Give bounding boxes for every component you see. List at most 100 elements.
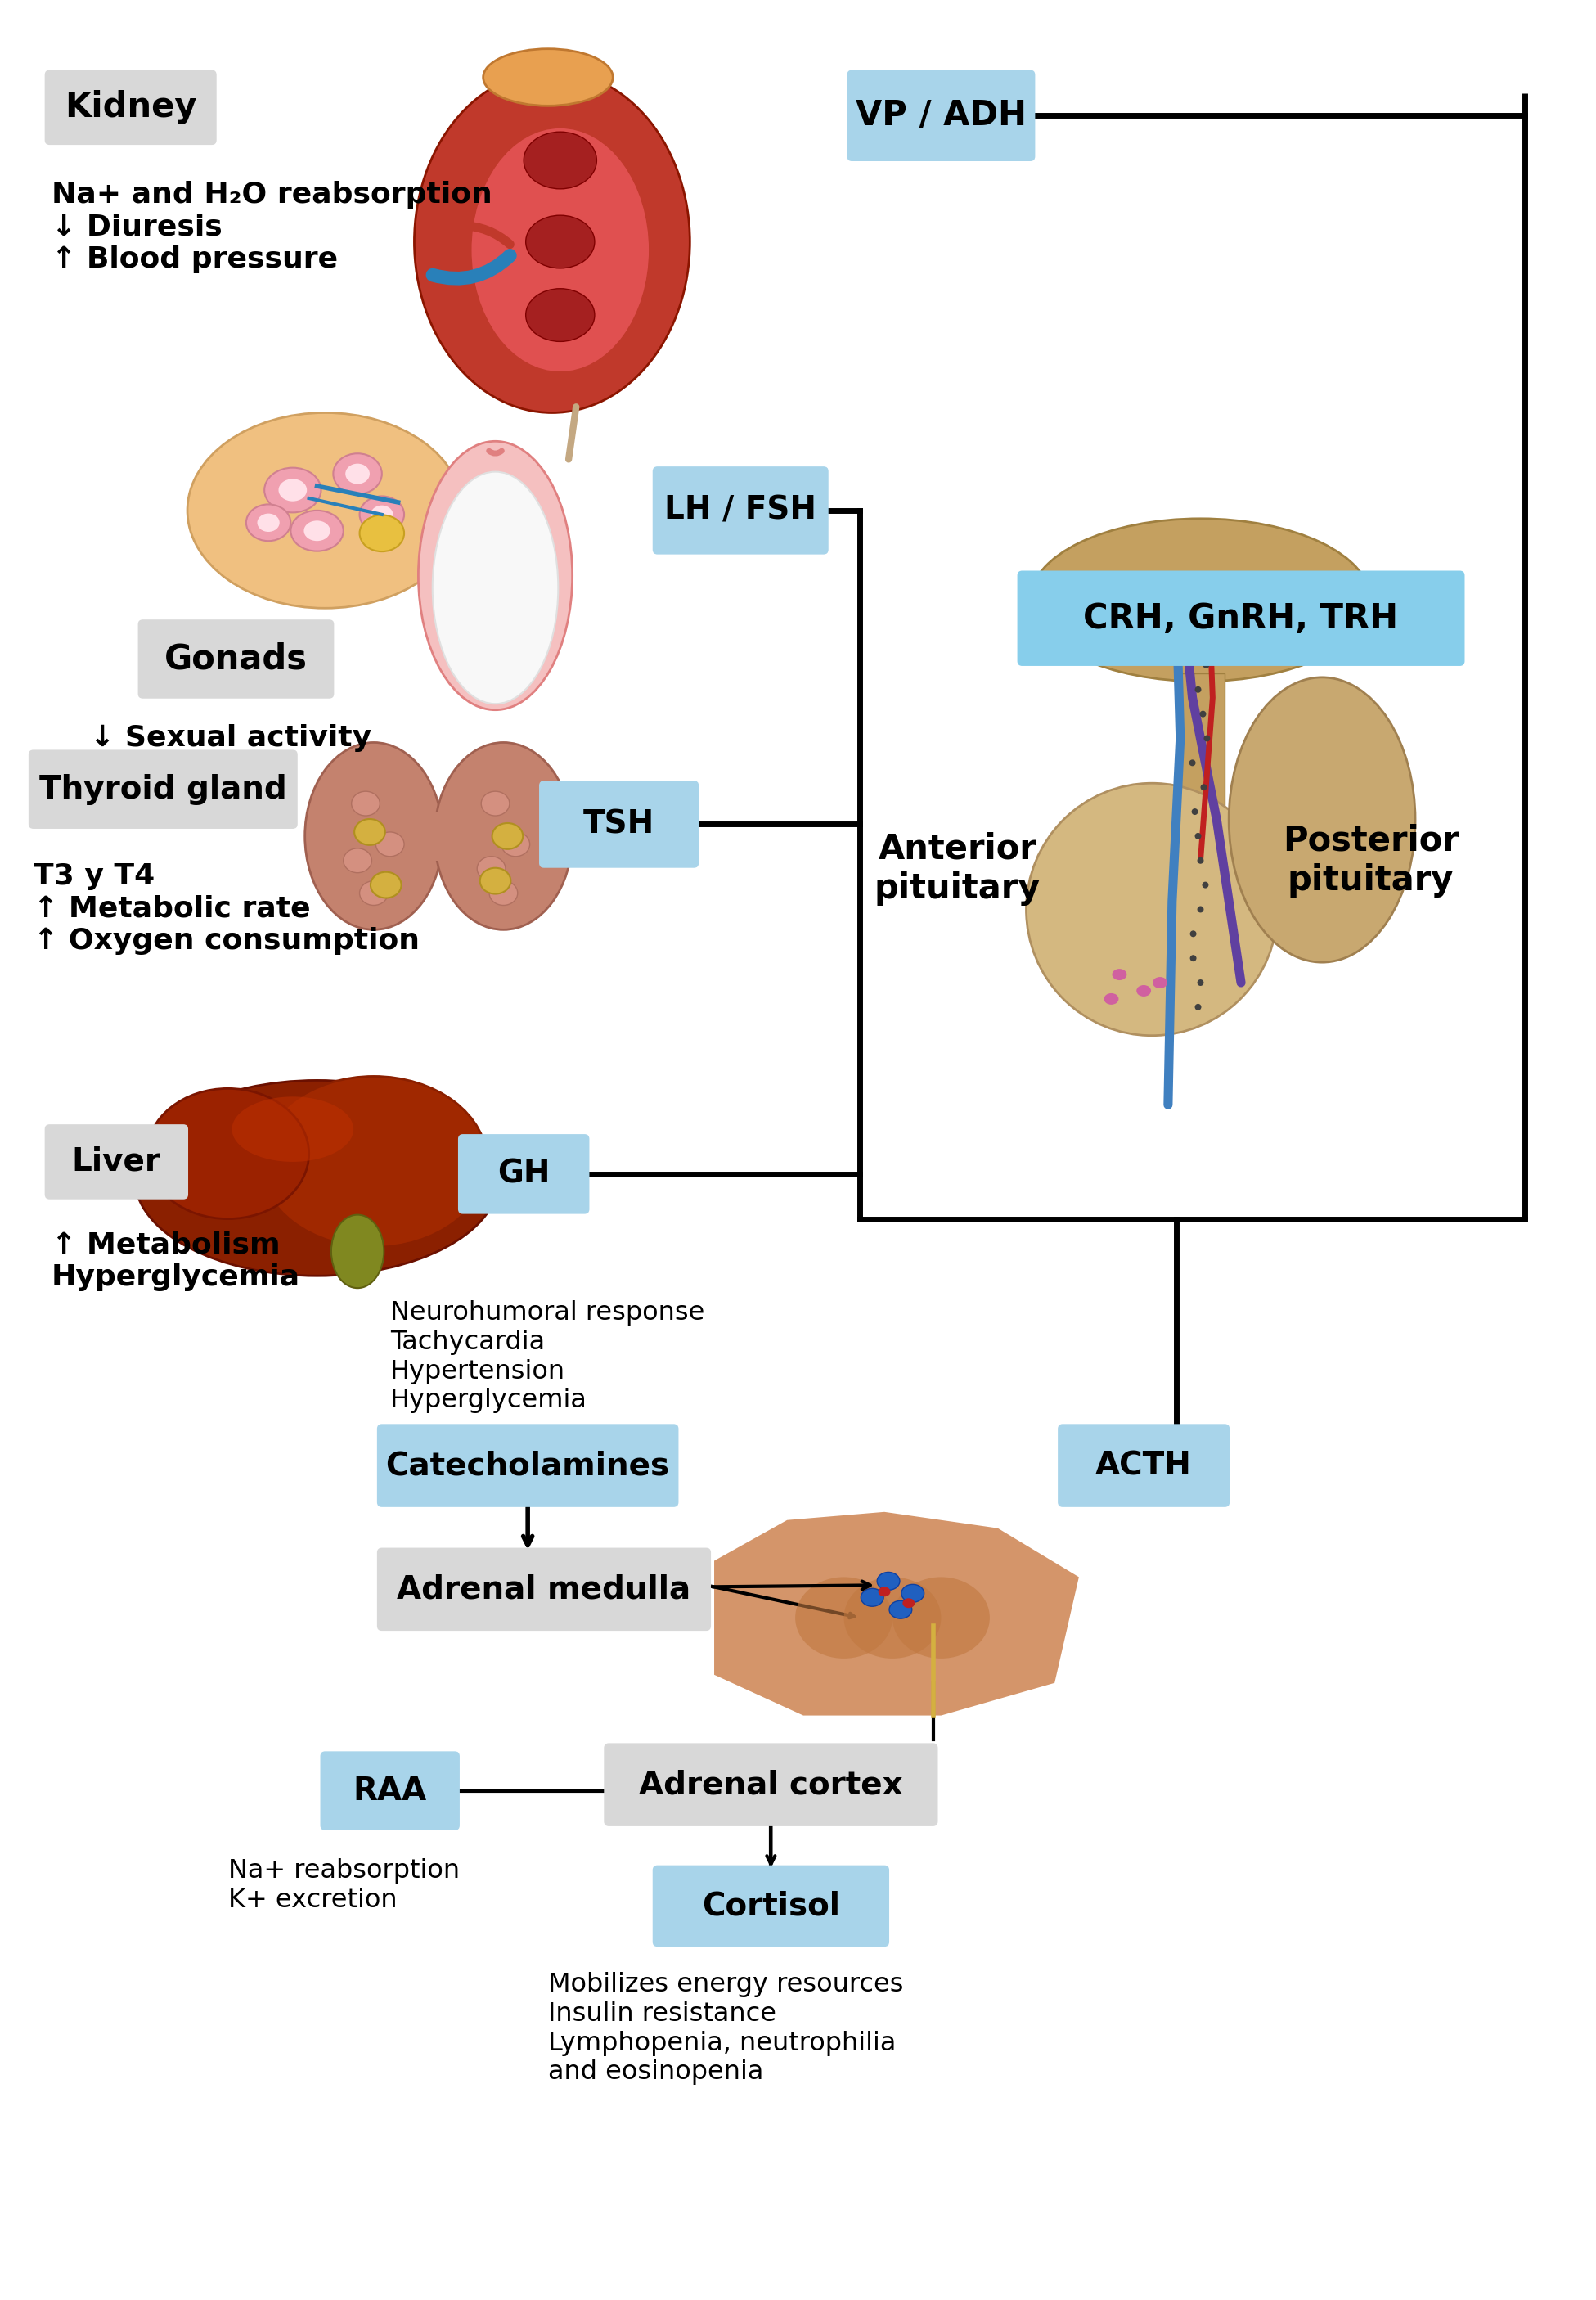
Ellipse shape bbox=[305, 743, 442, 929]
Ellipse shape bbox=[334, 453, 381, 495]
Ellipse shape bbox=[477, 856, 506, 881]
Ellipse shape bbox=[434, 743, 573, 929]
Ellipse shape bbox=[889, 1601, 911, 1619]
Text: RAA: RAA bbox=[353, 1776, 426, 1806]
Ellipse shape bbox=[1104, 994, 1119, 1005]
FancyBboxPatch shape bbox=[539, 780, 699, 867]
Ellipse shape bbox=[878, 1573, 900, 1589]
Ellipse shape bbox=[1202, 637, 1208, 644]
Text: Gonads: Gonads bbox=[164, 642, 308, 676]
Ellipse shape bbox=[902, 1585, 924, 1603]
Ellipse shape bbox=[844, 1578, 942, 1658]
Ellipse shape bbox=[1026, 784, 1277, 1035]
Ellipse shape bbox=[359, 497, 404, 534]
Ellipse shape bbox=[525, 216, 595, 269]
Ellipse shape bbox=[1200, 858, 1207, 865]
Ellipse shape bbox=[1229, 678, 1416, 961]
Ellipse shape bbox=[375, 833, 404, 856]
Text: Adrenal medulla: Adrenal medulla bbox=[397, 1573, 691, 1605]
FancyBboxPatch shape bbox=[653, 467, 828, 554]
Text: Liver: Liver bbox=[72, 1145, 161, 1178]
Ellipse shape bbox=[1194, 685, 1200, 692]
Text: Thyroid gland: Thyroid gland bbox=[40, 773, 287, 805]
Text: LH / FSH: LH / FSH bbox=[664, 495, 817, 527]
Text: Neurohumoral response
Tachycardia
Hypertension
Hyperglycemia: Neurohumoral response Tachycardia Hypert… bbox=[389, 1300, 704, 1415]
Text: CRH, GnRH, TRH: CRH, GnRH, TRH bbox=[1084, 600, 1398, 635]
Ellipse shape bbox=[332, 1214, 385, 1288]
Text: VP / ADH: VP / ADH bbox=[855, 99, 1026, 133]
Bar bbox=[397, 812, 479, 860]
Text: Cortisol: Cortisol bbox=[702, 1891, 839, 1920]
Ellipse shape bbox=[892, 1578, 990, 1658]
Ellipse shape bbox=[415, 71, 689, 412]
Text: T3 y T4
↑ Metabolic rate
↑ Oxygen consumption: T3 y T4 ↑ Metabolic rate ↑ Oxygen consum… bbox=[34, 862, 420, 955]
Ellipse shape bbox=[471, 129, 650, 373]
Text: Na+ and H₂O reabsorption
↓ Diuresis
↑ Blood pressure: Na+ and H₂O reabsorption ↓ Diuresis ↑ Bl… bbox=[51, 182, 492, 274]
Ellipse shape bbox=[1112, 968, 1127, 980]
Ellipse shape bbox=[265, 467, 321, 513]
Ellipse shape bbox=[492, 823, 523, 849]
Ellipse shape bbox=[795, 1578, 892, 1658]
FancyBboxPatch shape bbox=[1058, 1424, 1229, 1507]
Ellipse shape bbox=[501, 833, 530, 856]
Ellipse shape bbox=[484, 48, 613, 106]
Text: ↓ Sexual activity: ↓ Sexual activity bbox=[89, 725, 372, 752]
Ellipse shape bbox=[260, 1076, 487, 1247]
Ellipse shape bbox=[860, 1589, 884, 1605]
Ellipse shape bbox=[1136, 984, 1151, 996]
FancyArrowPatch shape bbox=[433, 255, 511, 278]
Ellipse shape bbox=[279, 478, 306, 501]
Ellipse shape bbox=[1189, 833, 1195, 840]
Polygon shape bbox=[713, 1511, 1079, 1716]
Text: ACTH: ACTH bbox=[1095, 1449, 1192, 1481]
Ellipse shape bbox=[231, 1097, 353, 1162]
Ellipse shape bbox=[345, 465, 370, 483]
Ellipse shape bbox=[359, 881, 388, 906]
Ellipse shape bbox=[187, 412, 463, 607]
FancyBboxPatch shape bbox=[1017, 570, 1465, 667]
Ellipse shape bbox=[1031, 518, 1371, 681]
FancyBboxPatch shape bbox=[137, 619, 334, 699]
Ellipse shape bbox=[1191, 810, 1197, 814]
FancyArrowPatch shape bbox=[488, 451, 501, 453]
FancyArrowPatch shape bbox=[568, 407, 576, 460]
FancyBboxPatch shape bbox=[45, 1125, 188, 1198]
Text: Na+ reabsorption
K+ excretion: Na+ reabsorption K+ excretion bbox=[228, 1858, 460, 1914]
Ellipse shape bbox=[257, 513, 279, 531]
Ellipse shape bbox=[1202, 784, 1208, 791]
FancyBboxPatch shape bbox=[29, 750, 297, 828]
Text: ↑ Metabolism
Hyperglycemia: ↑ Metabolism Hyperglycemia bbox=[51, 1230, 300, 1290]
Ellipse shape bbox=[523, 131, 597, 189]
Ellipse shape bbox=[878, 1587, 891, 1596]
Ellipse shape bbox=[1202, 1003, 1208, 1010]
Ellipse shape bbox=[303, 520, 330, 541]
Text: Catecholamines: Catecholamines bbox=[386, 1449, 670, 1481]
Text: Mobilizes energy resources
Insulin resistance
Lymphopenia, neutrophilia
and eosi: Mobilizes energy resources Insulin resis… bbox=[547, 1971, 903, 2086]
Ellipse shape bbox=[1197, 759, 1203, 766]
Text: Adrenal cortex: Adrenal cortex bbox=[638, 1769, 903, 1801]
Ellipse shape bbox=[490, 881, 517, 906]
Ellipse shape bbox=[1192, 881, 1199, 888]
Ellipse shape bbox=[418, 442, 573, 711]
Ellipse shape bbox=[1203, 932, 1210, 936]
Ellipse shape bbox=[351, 791, 380, 816]
Ellipse shape bbox=[134, 1081, 500, 1276]
Ellipse shape bbox=[1194, 736, 1200, 741]
Ellipse shape bbox=[343, 849, 372, 872]
Ellipse shape bbox=[1199, 906, 1205, 913]
Text: Kidney: Kidney bbox=[64, 90, 196, 124]
FancyBboxPatch shape bbox=[603, 1743, 938, 1826]
Bar bbox=[1176, 674, 1224, 837]
FancyBboxPatch shape bbox=[321, 1750, 460, 1831]
Ellipse shape bbox=[1195, 955, 1202, 961]
Text: GH: GH bbox=[498, 1159, 551, 1189]
FancyBboxPatch shape bbox=[458, 1134, 589, 1214]
Ellipse shape bbox=[359, 515, 404, 552]
FancyBboxPatch shape bbox=[377, 1548, 710, 1631]
Ellipse shape bbox=[525, 288, 595, 340]
FancyArrowPatch shape bbox=[461, 225, 509, 244]
Ellipse shape bbox=[290, 511, 343, 552]
Text: Posterior
pituitary: Posterior pituitary bbox=[1283, 823, 1459, 897]
Ellipse shape bbox=[480, 791, 509, 816]
Text: Anterior
pituitary: Anterior pituitary bbox=[875, 833, 1041, 906]
